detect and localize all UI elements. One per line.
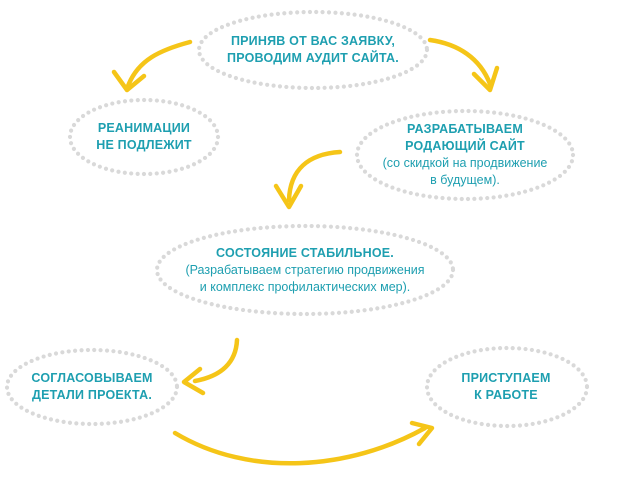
arrows (111, 37, 500, 466)
arrow-stable-to-agree-shaft (192, 337, 240, 384)
step-stable: СОСТОЯНИЕ СТАБИЛЬНОЕ. (Разрабатываем стр… (160, 238, 450, 302)
step-stable-note: (Разрабатываем стратегию продвижения и к… (185, 262, 424, 296)
step-develop-site-title-line-2: РОДАЮЩИЙ САЙТ (405, 139, 525, 153)
step-develop-site-title: РАЗРАБАТЫВАЕМ РОДАЮЩИЙ САЙТ (405, 121, 525, 155)
arrow-agree-to-start (172, 420, 435, 466)
step-no-reanimation-title-line-1: РЕАНИМАЦИИ (97, 121, 191, 135)
step-no-reanimation: РЕАНИМАЦИИ НЕ ПОДЛЕЖИТ (72, 113, 216, 161)
step-audit-title: ПРИНЯВ ОТ ВАС ЗАЯВКУ, ПРОВОДИМ АУДИТ САЙ… (227, 33, 399, 67)
step-audit-outline (196, 9, 430, 91)
arrow-audit-to-develop-site-shaft (427, 37, 493, 87)
step-stable-outline (154, 223, 456, 317)
arrow-agree-to-start-shaft (172, 425, 428, 466)
step-develop-site-outline (354, 108, 576, 202)
step-stable-note-line-2: и комплекс профилактических мер). (199, 279, 411, 294)
arrow-audit-to-no-reanimation (111, 39, 193, 93)
arrow-develop-to-stable-head (273, 183, 304, 210)
step-develop-site-note: (со скидкой на продвижение в будущем). (383, 155, 548, 189)
step-no-reanimation-title: РЕАНИМАЦИИ НЕ ПОДЛЕЖИТ (96, 120, 192, 154)
step-agree-details-title: СОГЛАСОВЫВАЕМ ДЕТАЛИ ПРОЕКТА. (31, 370, 152, 404)
step-start-work-title: ПРИСТУПАЕМ К РАБОТЕ (461, 370, 550, 404)
step-start-work: ПРИСТУПАЕМ К РАБОТЕ (430, 356, 582, 418)
step-start-work-title-line-1: ПРИСТУПАЕМ (461, 371, 551, 385)
step-develop-site-note-line-1: (со скидкой на продвижение (382, 156, 548, 170)
arrow-audit-to-no-reanimation-head (111, 69, 147, 93)
arrow-develop-to-stable-shaft (286, 149, 343, 203)
step-start-work-title-line-2: К РАБОТЕ (474, 388, 538, 402)
arrow-audit-to-no-reanimation-shaft (125, 39, 193, 89)
step-agree-details-outline (4, 347, 180, 427)
step-agree-details-title-line-1: СОГЛАСОВЫВАЕМ (31, 371, 153, 385)
step-develop-site-title-line-1: РАЗРАБАТЫВАЕМ (407, 122, 523, 136)
ellipse-outlines (4, 9, 590, 429)
step-audit-title-line-1: ПРИНЯВ ОТ ВАС ЗАЯВКУ, (230, 34, 396, 48)
arrow-audit-to-develop-site-head (471, 65, 500, 93)
step-agree-details-title-line-2: ДЕТАЛИ ПРОЕКТА. (31, 388, 152, 402)
step-stable-title: СОСТОЯНИЕ СТАБИЛЬНОЕ. (216, 245, 394, 262)
arrow-audit-to-develop-site (427, 37, 500, 93)
step-start-work-outline (424, 345, 590, 429)
step-audit-title-line-2: ПРОВОДИМ АУДИТ САЙТА. (227, 51, 399, 65)
arrow-agree-to-start-head (409, 420, 435, 447)
arrow-stable-to-agree (181, 337, 240, 396)
arrow-develop-to-stable (273, 149, 343, 210)
step-no-reanimation-title-line-2: НЕ ПОДЛЕЖИТ (96, 138, 192, 152)
step-no-reanimation-outline (67, 97, 221, 177)
arrow-stable-to-agree-head (181, 366, 206, 396)
step-develop-site: РАЗРАБАТЫВАЕМ РОДАЮЩИЙ САЙТ (со скидкой … (359, 117, 571, 193)
step-stable-note-line-1: (Разрабатываем стратегию продвижения (185, 262, 425, 277)
step-agree-details: СОГЛАСОВЫВАЕМ ДЕТАЛИ ПРОЕКТА. (8, 357, 176, 417)
step-stable-title-line-1: СОСТОЯНИЕ СТАБИЛЬНОЕ. (216, 245, 394, 260)
step-audit: ПРИНЯВ ОТ ВАС ЗАЯВКУ, ПРОВОДИМ АУДИТ САЙ… (198, 20, 428, 80)
step-develop-site-note-line-2: в будущем). (430, 173, 500, 187)
